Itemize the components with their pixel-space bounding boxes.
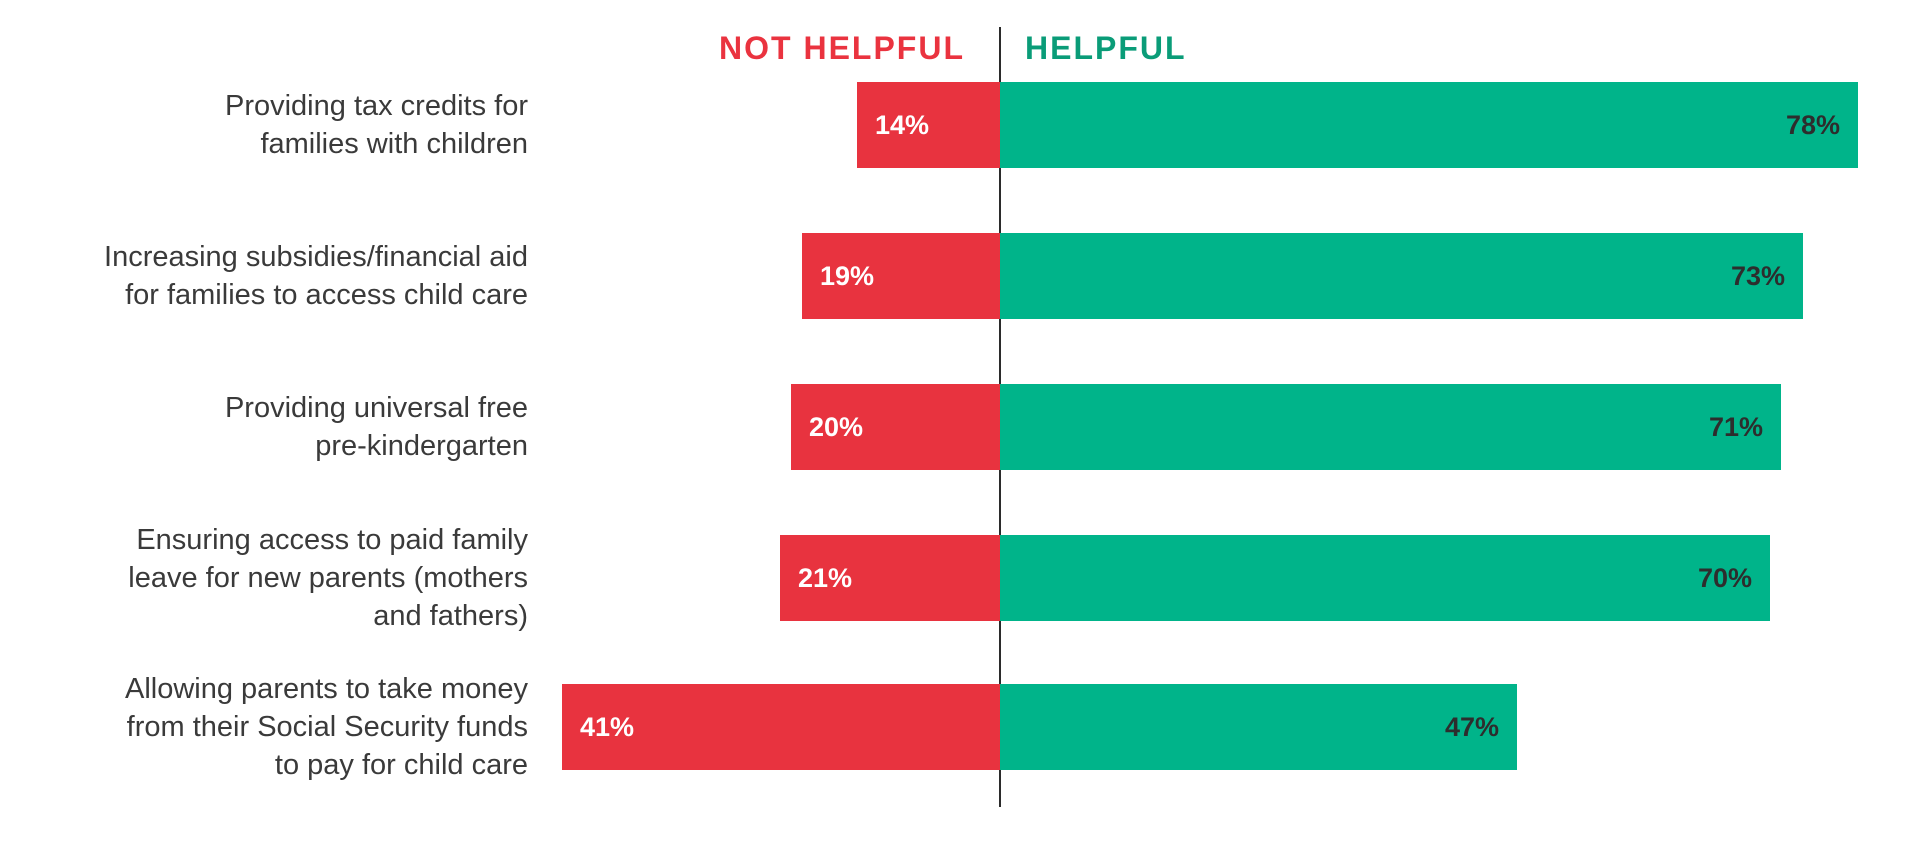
bar-row: Providing tax credits for families with …: [0, 82, 1920, 168]
bar-row: Increasing subsidies/financial aid for f…: [0, 233, 1920, 319]
category-label: Increasing subsidies/financial aid for f…: [104, 241, 528, 311]
helpful-value: 73%: [1730, 260, 1785, 291]
not-helpful-value: 14%: [875, 109, 930, 140]
category-label: Allowing parents to take money from thei…: [125, 673, 528, 781]
helpful-value: 78%: [1785, 109, 1840, 140]
helpful-value: 70%: [1697, 562, 1752, 593]
not-helpful-bar: 14%: [857, 82, 1000, 168]
helpful-bar: 71%: [1000, 384, 1781, 470]
not-helpful-bar: 41%: [562, 684, 1000, 770]
helpful-bar: 70%: [1000, 535, 1770, 621]
category-label: Providing universal free pre-kindergarte…: [224, 392, 528, 462]
not-helpful-value: 21%: [798, 562, 853, 593]
not-helpful-value: 41%: [580, 711, 635, 742]
helpful-value: 71%: [1708, 411, 1763, 442]
not-helpful-bar: 21%: [780, 535, 1000, 621]
helpful-bar: 73%: [1000, 233, 1803, 319]
category-label: Ensuring access to paid family leave for…: [128, 524, 528, 632]
not-helpful-bar: 20%: [791, 384, 1000, 470]
helpful-value: 47%: [1444, 711, 1499, 742]
not-helpful-bar: 19%: [802, 233, 1000, 319]
category-label: Providing tax credits for families with …: [224, 90, 528, 160]
legend-helpful: HELPFUL: [1025, 30, 1187, 66]
bar-row: Ensuring access to paid family leave for…: [0, 524, 1920, 632]
helpful-bar: 78%: [1000, 82, 1858, 168]
bar-row: Providing universal free pre-kindergarte…: [0, 384, 1920, 470]
not-helpful-value: 20%: [809, 411, 864, 442]
not-helpful-value: 19%: [820, 260, 875, 291]
bar-row: Allowing parents to take money from thei…: [0, 673, 1920, 781]
legend-not-helpful: NOT HELPFUL: [719, 30, 965, 66]
helpful-bar: 47%: [1000, 684, 1517, 770]
